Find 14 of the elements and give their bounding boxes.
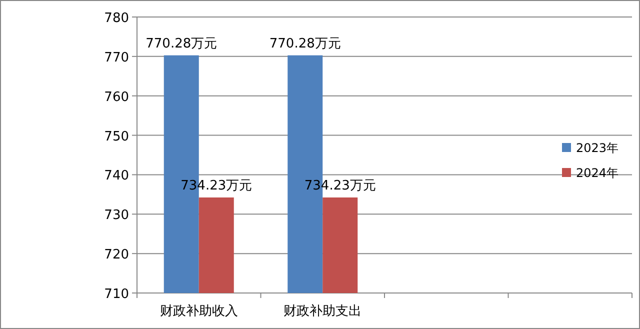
x-tick-label: 财政补助支出 [284,304,362,319]
x-tick-label: 财政补助收入 [160,304,238,319]
y-tick-label: 780 [104,11,129,26]
y-tick-label: 710 [104,287,129,302]
y-tick-label: 730 [104,208,129,224]
data-label: 770.28万元 [269,36,341,52]
data-label: 770.28万元 [146,36,218,52]
legend-label: 2024年 [576,166,619,180]
y-tick-label: 740 [104,168,129,184]
y-tick-label: 750 [104,129,129,144]
y-tick-label: 760 [104,90,129,105]
y-tick-label: 770 [104,50,129,66]
y-tick-label: 720 [104,248,129,263]
legend-label: 2023年 [576,141,619,155]
